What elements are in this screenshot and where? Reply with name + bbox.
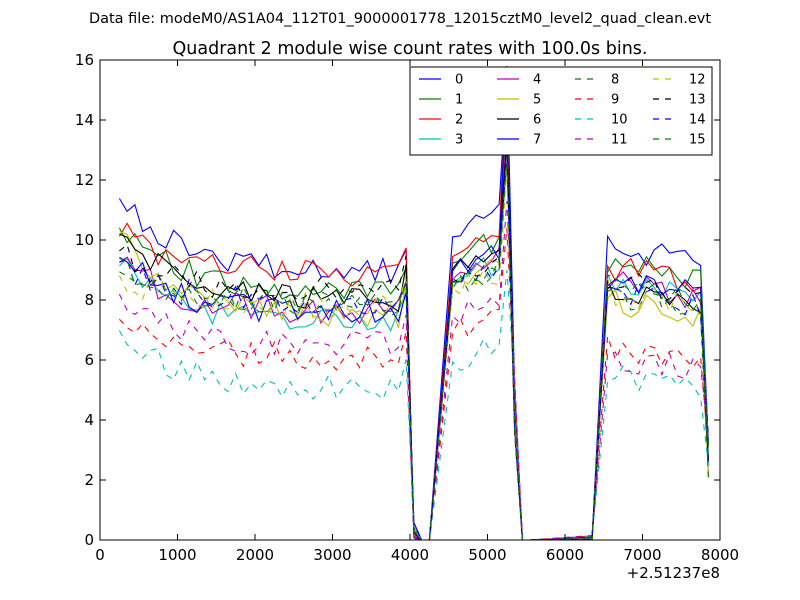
series-line-10 <box>118 269 709 541</box>
series-line-5 <box>119 140 709 541</box>
x-tick-label: 4000 <box>391 546 429 564</box>
x-tick-label: 3000 <box>313 546 351 564</box>
legend-label-1: 1 <box>455 93 463 108</box>
x-tick-label: 2000 <box>236 546 274 564</box>
legend-label-0: 0 <box>455 73 463 88</box>
x-tick-label: 8000 <box>701 546 739 564</box>
x-tick-label: 5000 <box>468 546 506 564</box>
series-line-15 <box>119 155 709 541</box>
series-line-7 <box>119 65 709 541</box>
legend-label-4: 4 <box>533 73 541 88</box>
legend-label-5: 5 <box>533 93 541 108</box>
series-line-9 <box>118 227 709 541</box>
y-tick-label: 4 <box>84 411 94 429</box>
series-line-13 <box>119 149 709 541</box>
y-tick-label: 16 <box>75 51 94 69</box>
series-line-6 <box>119 137 709 541</box>
y-tick-label: 2 <box>84 471 94 489</box>
x-tick-label: 1000 <box>158 546 196 564</box>
legend-label-11: 11 <box>611 133 628 148</box>
legend-label-3: 3 <box>455 133 463 148</box>
x-offset-label: +2.51237e8 <box>627 564 720 582</box>
series-line-3 <box>119 131 709 541</box>
axes: 0 1000 2000 3000 4000 5000 6000 7000 80000246810… <box>75 51 739 564</box>
y-tick-label: 6 <box>84 351 94 369</box>
y-tick-label: 0 <box>84 531 94 549</box>
legend-label-12: 12 <box>689 73 706 88</box>
series-line-4 <box>119 128 709 541</box>
legend-label-2: 2 <box>455 113 463 128</box>
legend-label-15: 15 <box>689 133 706 148</box>
y-tick-label: 10 <box>75 231 94 249</box>
series-line-0 <box>118 80 709 541</box>
y-tick-label: 12 <box>75 171 94 189</box>
x-tick-label: 6000 <box>546 546 584 564</box>
x-tick-label: 0 <box>95 546 105 564</box>
legend-box <box>409 66 713 156</box>
series-line-8 <box>119 161 709 541</box>
legend-label-8: 8 <box>611 73 619 88</box>
legend-label-9: 9 <box>611 93 619 108</box>
legend-label-7: 7 <box>533 133 541 148</box>
plot-lines <box>118 65 709 541</box>
series-line-12 <box>118 167 709 541</box>
legend-label-10: 10 <box>611 113 628 128</box>
series-line-14 <box>119 152 709 541</box>
chart-suptitle: Data file: modeM0/AS1A04_112T01_90000017… <box>89 11 711 27</box>
chart-title: Quadrant 2 module wise count rates with … <box>173 39 648 59</box>
x-tick-label: 7000 <box>623 546 661 564</box>
y-tick-label: 14 <box>75 111 94 129</box>
legend-label-13: 13 <box>689 93 706 108</box>
series-line-1 <box>118 110 709 541</box>
series-line-11 <box>118 200 709 541</box>
series-line-2 <box>118 71 709 541</box>
legend-label-14: 14 <box>689 113 706 128</box>
legend-label-6: 6 <box>533 113 541 128</box>
y-tick-label: 8 <box>84 291 94 309</box>
